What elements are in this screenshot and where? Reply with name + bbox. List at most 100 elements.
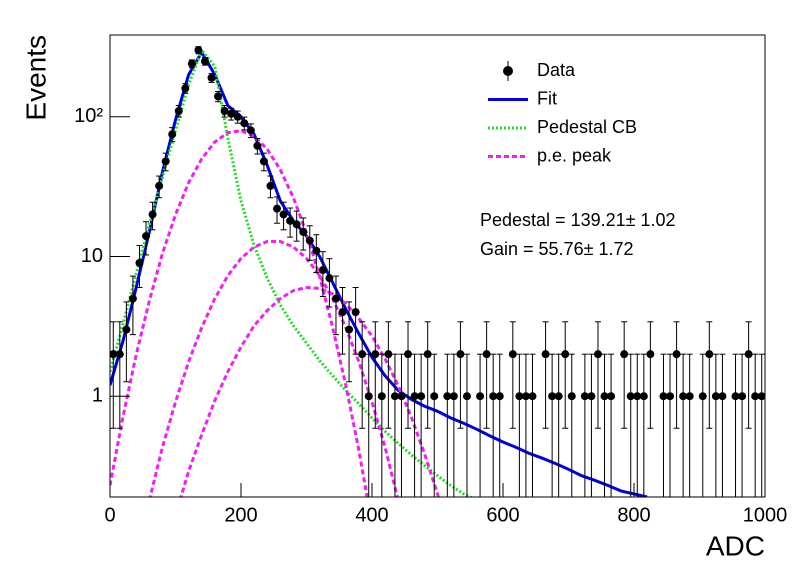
- error-bar: [752, 353, 759, 497]
- data-point: [718, 392, 727, 401]
- error-bar: [706, 321, 713, 429]
- data-point: [495, 392, 504, 401]
- data-point: [148, 210, 157, 219]
- error-bar: [509, 321, 516, 429]
- error-bar: [588, 353, 595, 497]
- error-bar: [326, 258, 333, 308]
- data-point: [626, 392, 635, 401]
- error-bar: [699, 353, 706, 497]
- data-point: [489, 392, 498, 401]
- error-bar: [405, 321, 412, 429]
- error-bar: [110, 321, 117, 429]
- data-point: [273, 204, 282, 213]
- data-point: [705, 350, 714, 359]
- data-point: [279, 210, 288, 219]
- data-point: [220, 107, 229, 116]
- data-point: [672, 350, 681, 359]
- x-tick-label: 600: [486, 504, 519, 526]
- data-point: [639, 392, 648, 401]
- error-bar: [332, 275, 339, 336]
- data-point: [305, 236, 314, 245]
- data-point: [600, 392, 609, 401]
- annotation: Gain = 55.76± 1.72: [480, 239, 634, 259]
- data-point: [462, 392, 471, 401]
- x-tick-label: 1000: [743, 504, 788, 526]
- data-point: [240, 119, 249, 128]
- data-point: [561, 350, 570, 359]
- x-tick-label: 400: [355, 504, 388, 526]
- data-point: [286, 216, 295, 225]
- data-point: [345, 325, 354, 334]
- data-point: [528, 392, 537, 401]
- error-bar: [758, 353, 765, 497]
- data-point: [371, 350, 380, 359]
- error-bar: [542, 321, 549, 429]
- data-point: [659, 392, 668, 401]
- data-point: [607, 392, 616, 401]
- error-bar: [346, 301, 353, 383]
- error-bar: [477, 353, 484, 497]
- data-point: [633, 392, 642, 401]
- fit-curve: [110, 47, 474, 497]
- data-point: [443, 392, 452, 401]
- data-point: [515, 392, 524, 401]
- data-point: [253, 141, 262, 150]
- data-point: [174, 107, 183, 116]
- error-bar: [594, 321, 601, 429]
- data-point: [698, 392, 707, 401]
- data-point: [115, 350, 124, 359]
- data-point: [338, 308, 347, 317]
- data-point: [233, 112, 242, 121]
- error-bar: [529, 353, 536, 497]
- error-bar: [116, 321, 123, 429]
- error-bar: [496, 353, 503, 497]
- error-bar: [418, 353, 425, 497]
- data-point: [646, 350, 655, 359]
- data-point: [299, 227, 308, 236]
- data-point: [331, 294, 340, 303]
- error-bar: [516, 353, 523, 497]
- error-bar: [732, 353, 739, 497]
- data-point: [711, 392, 720, 401]
- error-bar: [372, 321, 379, 429]
- error-bar: [581, 353, 588, 497]
- error-bar: [719, 353, 726, 497]
- data-point: [476, 392, 485, 401]
- data-point: [110, 350, 118, 359]
- fit-curve: [148, 240, 399, 497]
- data-point: [187, 59, 196, 68]
- x-tick-label: 800: [617, 504, 650, 526]
- fit-curve: [179, 285, 441, 497]
- error-bar: [359, 321, 366, 429]
- data-point: [194, 46, 203, 55]
- data-point: [744, 350, 753, 359]
- y-tick-label: 10²: [74, 105, 103, 127]
- data-point: [521, 392, 530, 401]
- annotation: Pedestal = 139.21± 1.02: [480, 210, 676, 230]
- data-point: [685, 392, 694, 401]
- data-point: [751, 392, 760, 401]
- data-point: [410, 392, 419, 401]
- data-point: [757, 392, 765, 401]
- data-point: [259, 157, 268, 166]
- error-bar: [562, 321, 569, 429]
- legend-label: Fit: [537, 88, 557, 108]
- data-point: [731, 392, 740, 401]
- data-point: [666, 392, 675, 401]
- data-point: [207, 73, 216, 82]
- data-point: [567, 392, 576, 401]
- error-bar: [621, 321, 628, 429]
- error-bar: [398, 353, 405, 497]
- error-bar: [568, 353, 575, 497]
- error-bar: [490, 353, 497, 497]
- error-bar: [319, 251, 326, 298]
- data-point: [135, 258, 144, 267]
- data-point: [364, 392, 373, 401]
- x-tick-label: 0: [104, 504, 115, 526]
- error-bar: [391, 353, 398, 497]
- y-tick-label: 10: [81, 245, 103, 267]
- data-point: [325, 274, 334, 283]
- data-point: [318, 266, 327, 275]
